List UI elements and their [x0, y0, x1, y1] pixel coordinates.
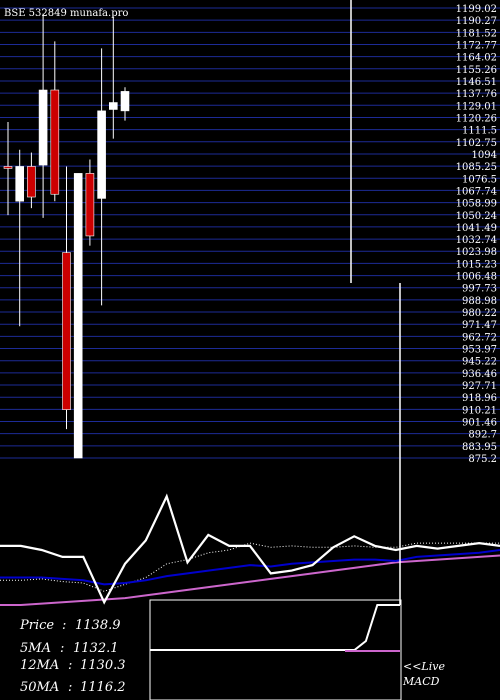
y-tick-label: 1137.76: [456, 89, 497, 100]
y-tick-label: 962.72: [462, 332, 497, 343]
y-tick-label: 1032.74: [456, 235, 497, 246]
candle-body: [27, 166, 36, 198]
y-tick-label: 883.95: [462, 442, 497, 453]
y-tick-label: 1111.5: [462, 126, 497, 137]
y-tick-label: 1181.52: [456, 28, 497, 39]
ma50-label: 50MA: [20, 680, 59, 695]
indicator-panel: [0, 493, 500, 606]
y-tick-label: 1190.27: [456, 16, 497, 27]
y-tick-label: 945.22: [462, 357, 497, 368]
y-tick-label: 1015.23: [456, 259, 497, 270]
y-tick-label: 875.2: [468, 454, 497, 465]
candle: [97, 48, 106, 306]
candle: [85, 159, 95, 246]
candle-body: [62, 252, 71, 410]
info-panel: Price : 1138.9 5MA : 1132.1 12MA : 1130.…: [19, 618, 126, 695]
y-tick-label: 1006.48: [456, 272, 497, 283]
y-tick-label: 910.21: [462, 405, 497, 416]
price-value: 1138.9: [75, 618, 121, 633]
price-line: [0, 493, 500, 605]
svg-text:12MA : 1130.3: 12MA : 1130.3: [20, 658, 126, 673]
candle-body: [97, 110, 106, 199]
candle: [73, 173, 83, 459]
y-tick-label: 918.96: [462, 393, 497, 404]
ma-blue-line: [0, 549, 500, 586]
candle: [109, 16, 118, 139]
svg-text:Price : 1138.9: Price : 1138.9: [19, 618, 121, 633]
y-tick-label: 1172.77: [456, 40, 497, 51]
candle-body: [50, 89, 60, 195]
ma5-colon: :: [60, 641, 64, 656]
y-tick-label: 1120.26: [456, 113, 497, 124]
ma-dotted-line: [0, 542, 500, 592]
y-tick-label: 1041.49: [456, 223, 497, 234]
candle-body: [120, 91, 130, 112]
candle: [62, 166, 71, 430]
ma5-value: 1132.1: [73, 641, 119, 656]
candle: [120, 87, 130, 121]
candle-body: [109, 102, 118, 110]
y-tick-label: 927.71: [462, 381, 497, 392]
candle-body: [85, 173, 95, 237]
svg-text:5MA : 1132.1: 5MA : 1132.1: [20, 641, 119, 656]
y-tick-label: 1076.5: [462, 174, 497, 185]
y-tick-label: 1164.02: [456, 53, 497, 64]
candle-body: [73, 173, 83, 459]
y-tick-label: 1094: [472, 150, 497, 161]
y-tick-label: 988.98: [462, 296, 497, 307]
macd-label: MACD: [402, 675, 440, 688]
y-tick-label: 1155.26: [456, 65, 497, 76]
svg-text:50MA : 1116.2: 50MA : 1116.2: [20, 680, 126, 695]
y-tick-label: 1058.99: [456, 199, 497, 210]
candle: [15, 149, 24, 327]
y-tick-label: 901.46: [462, 418, 497, 429]
y-tick-label: 971.47: [462, 320, 497, 331]
y-tick-label: 1129.01: [456, 101, 497, 112]
y-tick-label: 980.22: [462, 308, 497, 319]
ma-magenta-line: [0, 554, 500, 606]
candle-body: [15, 166, 24, 202]
ma12-value: 1130.3: [80, 658, 126, 673]
y-tick-label: 1067.74: [456, 186, 497, 197]
y-tick-label: 936.46: [462, 369, 497, 380]
ma50-value: 1116.2: [80, 680, 126, 695]
y-tick-label: 997.73: [462, 284, 497, 295]
y-tick-label: 1102.75: [456, 138, 497, 149]
candle-body: [3, 166, 13, 169]
y-tick-label: 953.97: [462, 345, 497, 356]
y-tick-label: 1146.51: [456, 77, 497, 88]
ma5-label: 5MA: [20, 641, 51, 656]
live-link[interactable]: <<Live: [403, 660, 445, 673]
chart-title: BSE 532849 munafa.pro: [4, 8, 128, 19]
candle: [38, 13, 48, 218]
y-tick-label: 1199.02: [456, 4, 497, 15]
candle: [27, 152, 36, 209]
ma50-colon: :: [68, 680, 72, 695]
macd-line: [150, 604, 400, 651]
y-tick-label: 892.7: [468, 430, 497, 441]
candle-body: [38, 89, 48, 166]
macd-series: [150, 283, 401, 652]
y-tick-label: 1050.24: [456, 211, 497, 222]
candle: [50, 41, 60, 202]
y-tick-label: 1023.98: [456, 247, 497, 258]
ma12-label: 12MA: [20, 658, 59, 673]
ma12-colon: :: [68, 658, 72, 673]
y-tick-label: 1085.25: [456, 162, 497, 173]
price-colon: :: [62, 618, 66, 633]
price-gridlines: [0, 7, 500, 459]
price-label: Price: [19, 618, 54, 633]
candle: [3, 121, 13, 216]
candlestick-series: [3, 13, 130, 459]
